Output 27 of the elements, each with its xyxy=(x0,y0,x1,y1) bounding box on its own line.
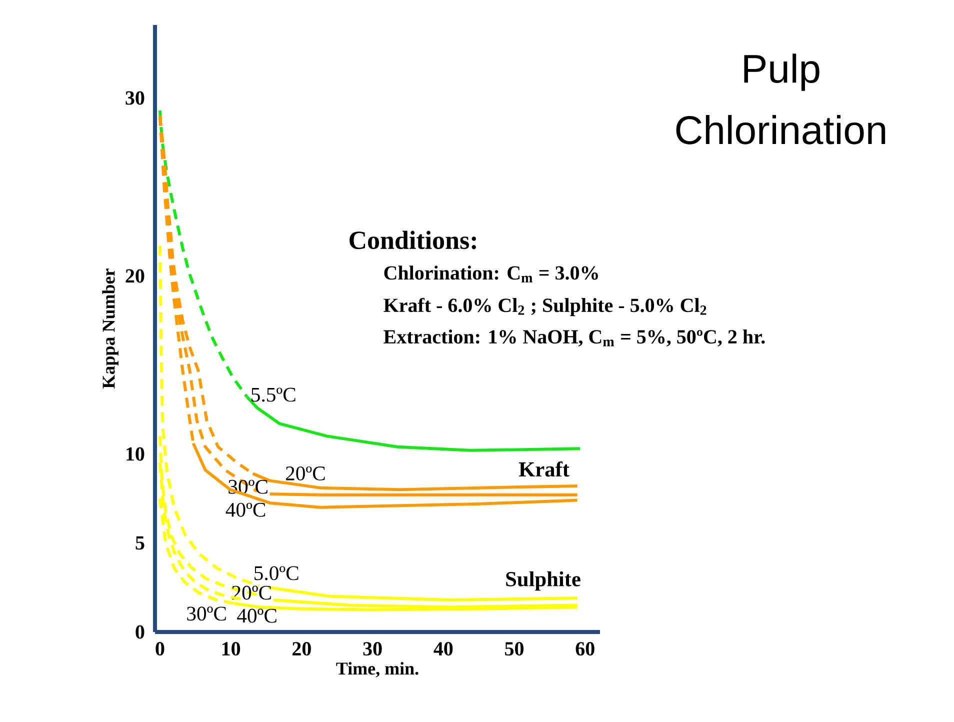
y-tick-label: 5 xyxy=(136,536,144,550)
x-tick-label: 50 xyxy=(505,642,524,656)
series-label: 40ºC xyxy=(237,608,276,623)
x-tick-label: 0 xyxy=(156,642,164,656)
y-axis-title: Kappa Number xyxy=(102,268,118,388)
annotation: Chlorination: C$_{m}$ = 3.0% xyxy=(384,266,598,282)
x-tick-label: 20 xyxy=(292,642,311,656)
x-tick-label: 40 xyxy=(434,642,453,656)
y-tick-label: 0 xyxy=(136,625,144,639)
annotation: Extraction: 1% NaOH, C$_{m}$ = 5%, 50ºC, 2 hr. xyxy=(384,330,765,346)
y-tick-label: 20 xyxy=(126,269,144,283)
x-axis-title: Time, min. xyxy=(336,662,418,678)
series-label: 5.0ºC xyxy=(254,566,298,580)
x-tick-label: 30 xyxy=(363,642,382,656)
series-label: 5.5ºC xyxy=(252,388,296,402)
text: Pulp Chlorination xyxy=(676,54,886,144)
series-label: 30ºC xyxy=(187,606,226,621)
x-tick-label: 10 xyxy=(222,642,240,656)
annotation: Sulphite xyxy=(506,571,580,591)
y-tick-label: 10 xyxy=(126,447,144,461)
annotation: Conditions: xyxy=(350,230,476,250)
series-label: 20ºC xyxy=(286,466,325,480)
annotation: Kraft xyxy=(518,461,570,477)
x-tick-label: 60 xyxy=(576,642,594,656)
annotation: Kraft - 6.0% Cl$_{2}$ ; Sulphite - 5.0% Cl$_{2}$ xyxy=(384,298,706,316)
y-tick-label: 30 xyxy=(126,91,144,105)
series-label: 40ºC xyxy=(226,502,266,517)
